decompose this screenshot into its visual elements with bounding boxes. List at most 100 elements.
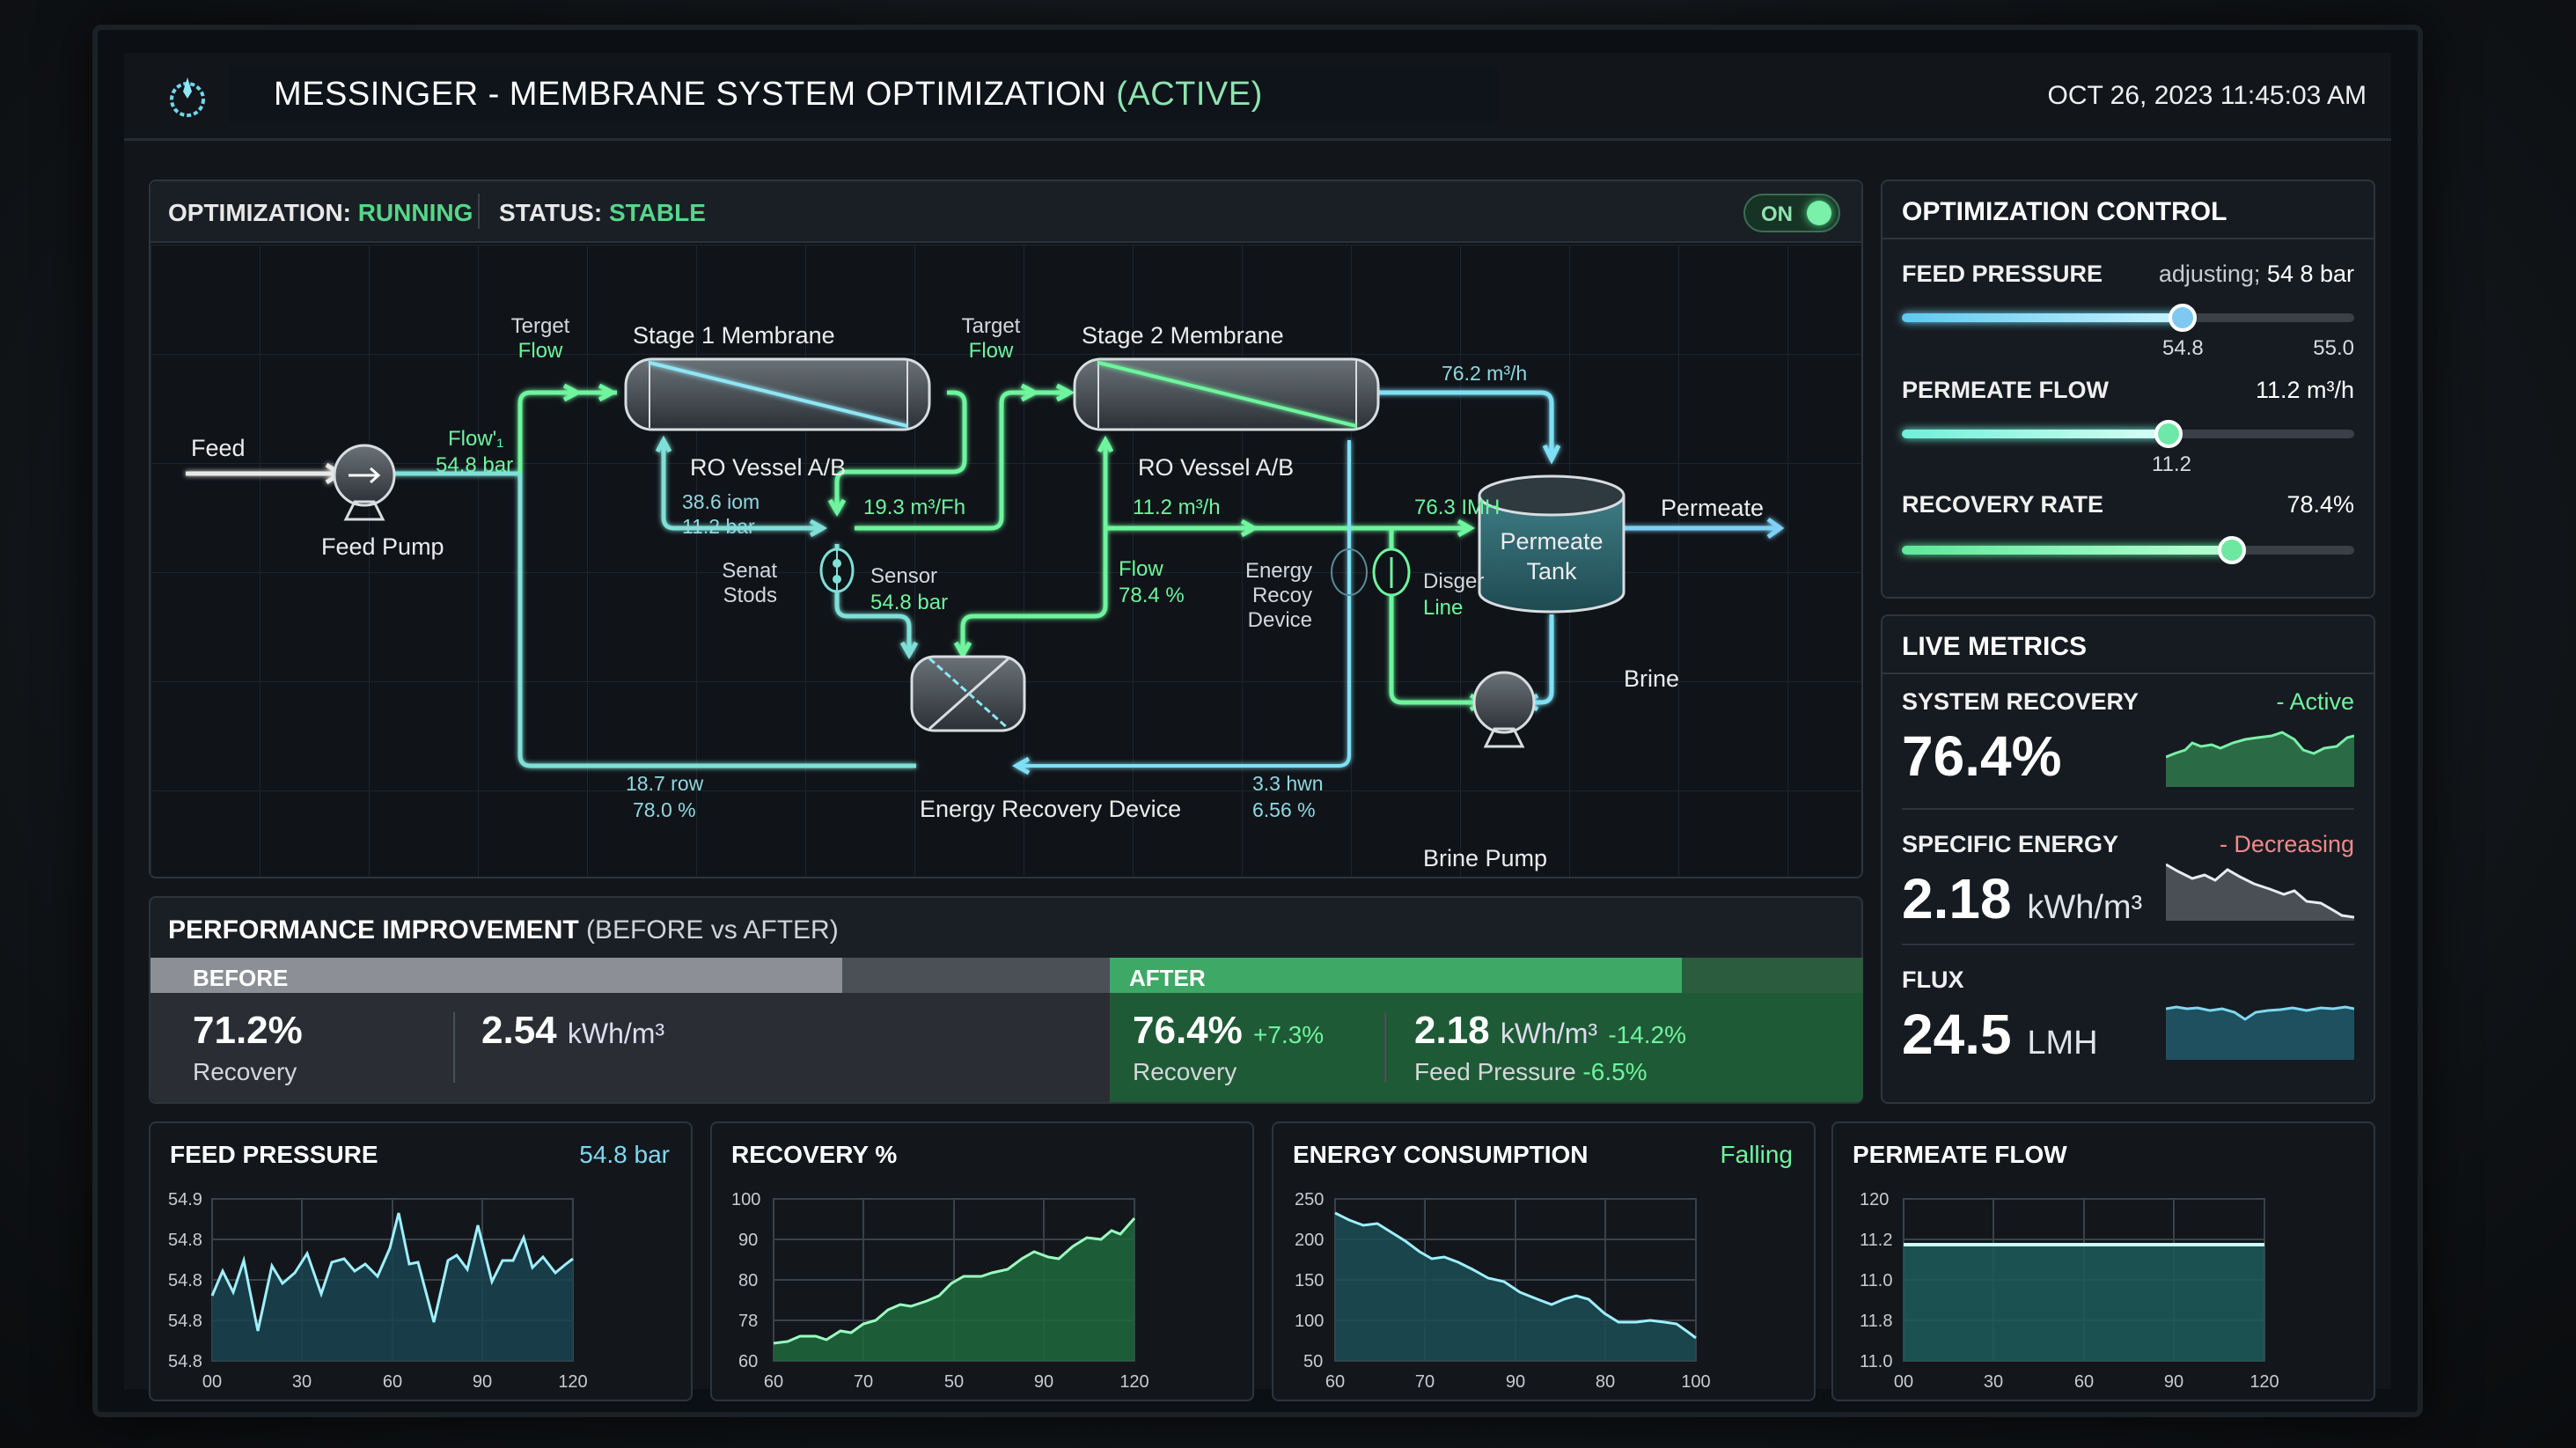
title-status: (ACTIVE) (1116, 76, 1263, 113)
chart-title: ENERGY CONSUMPTION (1293, 1141, 1589, 1168)
before-recovery-label: Recovery (193, 1058, 297, 1085)
svg-text:60: 60 (1325, 1372, 1345, 1392)
monitor-frame: MESSINGER - MEMBRANE SYSTEM OPTIMIZATION… (92, 25, 2423, 1417)
performance-panel: PERFORMANCE IMPROVEMENT (BEFORE vs AFTER… (149, 896, 1863, 1104)
sensor-right-a: Sensor (870, 564, 937, 588)
svg-text:30: 30 (292, 1372, 312, 1392)
svg-text:120: 120 (1860, 1190, 1889, 1209)
chart-plot: 120 11.2 11.0 11.8 11.0 00 30 60 90 120 (1860, 1190, 2279, 1392)
divider (1384, 1012, 1386, 1083)
disger-a: Disger (1423, 570, 1484, 593)
live-metrics-panel: LIVE METRICS SYSTEM RECOVERY - Active 76… (1881, 614, 2375, 1104)
stage1-out-flow: 19.3 m³/Fh (863, 496, 965, 519)
tank-label-b: Tank (1526, 558, 1577, 584)
energy-recovery-valve-icon (1331, 548, 1411, 597)
flux-number: 24.5 (1902, 1003, 2012, 1066)
svg-text:70: 70 (854, 1372, 873, 1392)
recovery-rate-slider[interactable] (1902, 536, 2354, 564)
after-recovery: 76.4% +7.3% (1133, 1009, 1324, 1053)
permeate-flow-label: PERMEATE FLOW (1902, 377, 2109, 403)
after-recovery-label: Recovery (1133, 1058, 1237, 1085)
svg-text:00: 00 (1894, 1372, 1913, 1392)
svg-text:50: 50 (1303, 1352, 1323, 1371)
slider-tick-current: 11.2 (2152, 452, 2191, 476)
flux-unit: LMH (2027, 1025, 2098, 1062)
svg-text:70: 70 (1415, 1372, 1435, 1392)
slider-thumb[interactable] (2168, 304, 2197, 332)
svg-text:100: 100 (1681, 1372, 1710, 1392)
slider-tick-current: 54.8 (2162, 336, 2204, 360)
svg-text:100: 100 (731, 1190, 760, 1209)
toggle-label: ON (1761, 202, 1793, 226)
flow-pct-b: 78.4 % (1119, 584, 1185, 607)
svg-text:80: 80 (1596, 1372, 1615, 1392)
erd-small-c: Device (1248, 608, 1312, 632)
process-diagram-panel: OPTIMIZATION: RUNNING STATUS: STABLE ON (149, 180, 1863, 878)
tank-label-a: Permeate (1500, 528, 1603, 555)
toggle-knob (1807, 201, 1831, 225)
recovery-chart: RECOVERY % 100 90 80 78 60 60 70 50 90 120 (710, 1121, 1254, 1401)
permeate-tank-icon (1478, 474, 1626, 614)
before-bar (150, 958, 842, 993)
svg-text:54.8: 54.8 (168, 1352, 202, 1371)
stage1-title: Stage 1 Membrane (633, 322, 835, 349)
flux-sparkline (2166, 1005, 2354, 1060)
flow-label: Flow'₁ (448, 427, 503, 451)
feed-pressure-slider[interactable] (1902, 304, 2354, 332)
svg-text:60: 60 (738, 1352, 758, 1371)
flow-pct-a: Flow (1119, 557, 1163, 581)
slider-thumb[interactable] (2154, 420, 2183, 448)
svg-text:90: 90 (2164, 1372, 2183, 1392)
sensor-left-b: Stods (723, 584, 777, 607)
slider-fill (1902, 546, 2233, 555)
after-energy-unit: kWh/m³ (1500, 1018, 1598, 1049)
svg-text:100: 100 (1295, 1312, 1324, 1331)
feed-pressure-chart: FEED PRESSURE 54.8 bar 54.9 54.8 54.8 54.8 5… (149, 1121, 693, 1401)
svg-text:90: 90 (473, 1372, 492, 1392)
slider-thumb[interactable] (2218, 536, 2247, 564)
stage2-vessel-label: RO Vessel A/B (1138, 454, 1294, 481)
mid-flow: 76.3 IMH (1414, 496, 1500, 519)
target-flow-1-a: Terget (511, 314, 570, 338)
chart-plot: 250 200 150 100 50 60 70 90 80 100 (1295, 1190, 1711, 1392)
permeate-flow-chart: PERMEATE FLOW 120 11.2 11.0 11.8 11.0 00 30 60… (1831, 1121, 2375, 1401)
svg-text:120: 120 (558, 1372, 587, 1392)
flux-label: FLUX (1902, 967, 1964, 993)
recovery-rate-value: 78.4% (2286, 491, 2354, 518)
svg-text:30: 30 (1984, 1372, 2003, 1392)
permeate-out-label: Permeate (1661, 495, 1764, 521)
optimization-value: RUNNING (357, 199, 473, 226)
permeate-flow-slider[interactable] (1902, 420, 2354, 448)
flux-value: 24.5 LMH (1902, 1002, 2098, 1067)
svg-text:11.0: 11.0 (1860, 1271, 1892, 1290)
feed-pressure-delta: -6.5% (1582, 1058, 1648, 1085)
target-flow-1-b: Flow (518, 339, 563, 363)
datetime: OCT 26, 2023 11:45:03 AM (2047, 81, 2367, 110)
flame-gear-icon (170, 77, 205, 117)
after-energy-value: 2.18 (1414, 1009, 1490, 1052)
system-recovery-sparkline (2166, 731, 2354, 787)
specific-energy-unit: kWh/m³ (2027, 889, 2143, 926)
divider (1902, 944, 2354, 945)
recovery-rate-label: RECOVERY RATE (1902, 491, 2104, 518)
feed-pressure-status: adjusting; (2158, 261, 2261, 287)
erd-small-b: Recoy (1252, 584, 1312, 607)
svg-text:120: 120 (2249, 1372, 2279, 1392)
svg-text:90: 90 (738, 1231, 758, 1250)
svg-text:11.0: 11.0 (1860, 1352, 1892, 1371)
sensor-valve-icon (819, 548, 855, 593)
svg-text:50: 50 (944, 1372, 964, 1392)
divider (1902, 808, 2354, 810)
svg-text:60: 60 (383, 1372, 402, 1392)
flow-pressure: 54.8 bar (436, 453, 513, 477)
stage1-reading-a: 38.6 iom (682, 490, 760, 513)
optimization-toggle[interactable]: ON (1743, 194, 1840, 232)
erd-small-a: Energy (1245, 559, 1312, 583)
perf-title-text: PERFORMANCE IMPROVEMENT (168, 915, 579, 945)
svg-text:54.8: 54.8 (168, 1231, 202, 1250)
after-label: AFTER (1129, 965, 1206, 991)
feed-pressure-change: Feed Pressure -6.5% (1414, 1058, 1648, 1086)
app-title: MESSINGER - MEMBRANE SYSTEM OPTIMIZATION… (274, 76, 1263, 114)
disger-b: Line (1423, 596, 1463, 620)
panel-header: LIVE METRICS (1882, 616, 2374, 674)
